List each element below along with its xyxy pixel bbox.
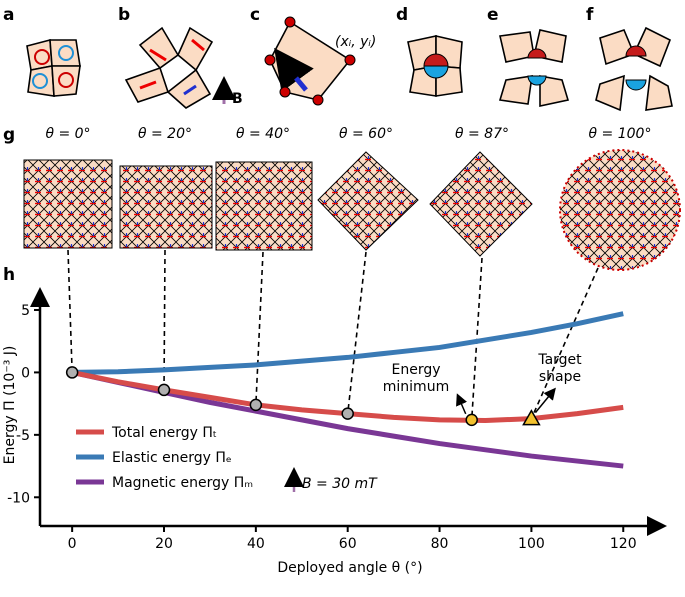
panel-d: [407, 34, 463, 97]
panel-label: c: [250, 5, 260, 25]
annotation-arrow: [534, 387, 556, 414]
panel-g: θ = 0° θ = 20° θ = 40° θ = 60° θ = 87° θ…: [23, 126, 681, 271]
x-tick-label: 80: [431, 536, 449, 552]
annotation: shape: [539, 369, 581, 385]
panel-a: [26, 38, 81, 97]
angle-label: θ = 20°: [138, 126, 192, 142]
angle-label: θ = 87°: [455, 126, 509, 142]
target-marker: [522, 409, 541, 426]
lattice: [119, 165, 213, 249]
x-axis-label: Deployed angle θ (°): [277, 560, 422, 576]
panel-e: [498, 29, 570, 107]
x-tick-label: 40: [247, 536, 265, 552]
legend-label: Total energy Πₜ: [111, 425, 217, 441]
panel-label: g: [3, 125, 15, 145]
angle-label: θ = 0°: [45, 126, 90, 142]
angle-label: θ = 100°: [589, 126, 652, 142]
annotation: minimum: [383, 379, 449, 395]
field-note: B = 30 mT: [302, 476, 378, 492]
panel-f: [595, 26, 673, 112]
marker: [65, 366, 79, 379]
y-tick-label: 5: [21, 303, 30, 319]
legend-label: Elastic energy Πₑ: [112, 450, 232, 466]
minimum-marker: [465, 413, 478, 427]
lattice: [429, 151, 533, 257]
legend-label: Magnetic energy Πₘ: [112, 475, 253, 491]
lattice: [23, 159, 113, 249]
angle-label: θ = 40°: [236, 126, 290, 142]
marker: [341, 407, 354, 420]
x-tick-label: 60: [339, 536, 357, 552]
panel-label: a: [3, 5, 14, 25]
connector: [67, 249, 73, 373]
lattice: [559, 149, 681, 271]
angle-label: θ = 60°: [339, 126, 393, 142]
panel-label: h: [3, 265, 15, 285]
connector: [530, 267, 599, 419]
marker: [157, 383, 171, 397]
series-line: [72, 311, 624, 375]
x-tick-label: 120: [610, 536, 637, 552]
panel-label: b: [118, 5, 130, 25]
lattice: [317, 151, 419, 251]
annotation: Energy: [391, 362, 440, 378]
panel-c: (xᵢ, yᵢ) dᵢ: [264, 16, 376, 106]
marker: [249, 398, 263, 412]
panel-label: e: [487, 5, 499, 25]
field-label: B: [232, 91, 243, 107]
y-axis-label: Energy Π (10⁻³ J): [2, 346, 18, 465]
annotation: Target: [537, 352, 582, 368]
x-tick-label: 20: [155, 536, 173, 552]
lattice: [215, 161, 313, 251]
panel-label: f: [586, 5, 594, 25]
y-tick-label: -5: [16, 428, 30, 444]
panel-label: d: [396, 5, 408, 25]
connector: [255, 251, 264, 405]
connector: [346, 251, 367, 414]
vertex-label: (xᵢ, yᵢ): [335, 34, 376, 50]
x-tick-label: 100: [518, 536, 545, 552]
y-tick-label: -10: [7, 490, 30, 506]
y-tick-label: 0: [21, 365, 30, 381]
panel-b: B: [124, 26, 243, 109]
annotation-arrow: [456, 393, 468, 415]
x-tick-label: 0: [68, 536, 77, 552]
distance-label: dᵢ: [287, 60, 299, 76]
